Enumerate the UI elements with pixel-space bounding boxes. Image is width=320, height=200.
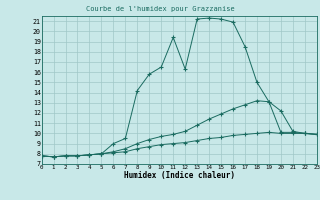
Text: Courbe de l'humidex pour Grazzanise: Courbe de l'humidex pour Grazzanise (86, 6, 234, 12)
X-axis label: Humidex (Indice chaleur): Humidex (Indice chaleur) (124, 171, 235, 180)
